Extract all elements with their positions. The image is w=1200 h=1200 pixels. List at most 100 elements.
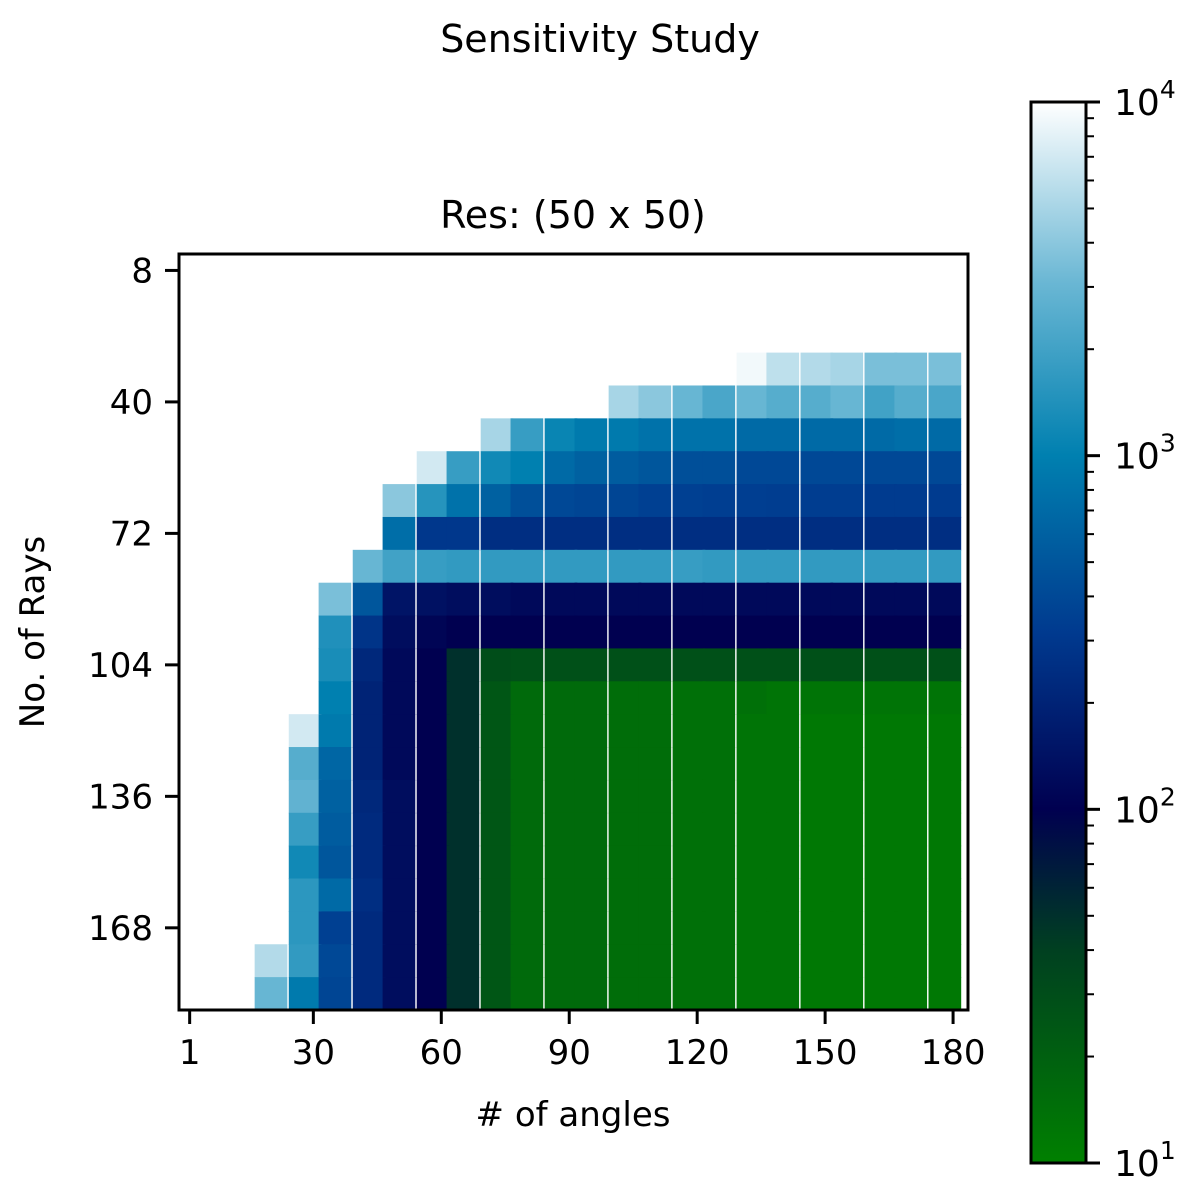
heatmap-cell <box>736 418 770 452</box>
y-tick-label: 104 <box>88 646 153 686</box>
heatmap-cell <box>672 418 706 452</box>
heatmap-cell <box>894 549 928 584</box>
heatmap-cell <box>446 845 480 880</box>
heatmap-cell <box>864 549 898 584</box>
heatmap-cell <box>830 516 864 551</box>
colorbar-axis: 101 102 103 104 <box>1086 75 1176 1185</box>
heatmap-cell <box>510 845 544 880</box>
heatmap-cell <box>736 352 770 387</box>
heatmap-cell <box>928 747 962 781</box>
heatmap-cell <box>544 615 578 650</box>
x-tick-label: 120 <box>665 1033 730 1073</box>
heatmap-cell <box>638 582 672 617</box>
heatmap-cell <box>928 516 962 551</box>
heatmap-cell <box>928 418 962 452</box>
heatmap-cell <box>638 615 672 650</box>
heatmap-cell <box>736 747 770 781</box>
heatmap-cell <box>736 582 770 617</box>
heatmap-cell <box>382 648 416 682</box>
heatmap-cell <box>574 582 608 617</box>
heatmap-cell <box>544 681 578 715</box>
heatmap-cell <box>446 615 480 650</box>
heatmap-cell <box>574 648 608 682</box>
heatmap-cell <box>446 714 480 748</box>
heatmap-cell <box>510 582 544 617</box>
heatmap-cell <box>416 648 450 682</box>
heatmap-cell <box>800 484 834 518</box>
heatmap-cell <box>864 648 898 682</box>
heatmap-cell <box>318 779 352 814</box>
heatmap-cell <box>672 845 706 880</box>
heatmap-cell <box>672 451 706 485</box>
heatmap-cell <box>382 516 416 551</box>
heatmap-cell <box>574 911 608 945</box>
heatmap-cell <box>894 845 928 880</box>
heatmap-cell <box>766 352 800 387</box>
heatmap-cell <box>672 516 706 551</box>
heatmap-cell <box>864 878 898 912</box>
heatmap-cell <box>318 681 352 715</box>
heatmap-cell <box>608 385 642 419</box>
heatmap-cell <box>416 779 450 814</box>
heatmap-cell <box>928 385 962 419</box>
heatmap-cell <box>446 549 480 584</box>
heatmap-cell <box>544 911 578 945</box>
heatmap-cell <box>318 648 352 682</box>
heatmap-cell <box>672 779 706 814</box>
heatmap-cell <box>702 484 736 518</box>
heatmap-cell <box>638 516 672 551</box>
heatmap-cell <box>318 714 352 748</box>
heatmap-cell <box>638 385 672 419</box>
heatmap-cell <box>608 878 642 912</box>
heatmap-cell <box>544 714 578 748</box>
heatmap-cell <box>766 878 800 912</box>
heatmap-cell <box>702 681 736 715</box>
heatmap-cell <box>864 385 898 419</box>
heatmap-cell <box>830 681 864 715</box>
heatmap-cell <box>766 648 800 682</box>
heatmap-cell <box>766 582 800 617</box>
heatmap-cell <box>446 747 480 781</box>
heatmap-cell <box>544 549 578 584</box>
heatmap-cell <box>318 812 352 847</box>
heatmap-cell <box>894 615 928 650</box>
heatmap-cell <box>800 944 834 978</box>
heatmap-cell <box>736 944 770 978</box>
heatmap-cell <box>446 911 480 945</box>
heatmap-cell <box>480 911 514 945</box>
heatmap-cell <box>608 484 642 518</box>
heatmap-cell <box>416 977 450 1011</box>
heatmap-cell <box>702 648 736 682</box>
heatmap-cell <box>928 352 962 387</box>
heatmap-cell <box>638 845 672 880</box>
heatmap-cell <box>800 582 834 617</box>
x-axis: 1 30 60 90 120 150 180 <box>179 1010 986 1073</box>
heatmap-cell <box>864 681 898 715</box>
heatmap-cell <box>638 418 672 452</box>
heatmap-cell <box>928 648 962 682</box>
heatmap-cell <box>736 977 770 1011</box>
heatmap-cell <box>702 418 736 452</box>
heatmap-cell <box>672 911 706 945</box>
heatmap-cell <box>544 418 578 452</box>
heatmap-cell <box>830 352 864 387</box>
heatmap-cell <box>702 516 736 551</box>
heatmap-cell <box>446 648 480 682</box>
heatmap-cell <box>480 484 514 518</box>
heatmap-cell <box>574 878 608 912</box>
heatmap-cell <box>544 484 578 518</box>
heatmap-cell <box>800 516 834 551</box>
heatmap-cell <box>510 418 544 452</box>
heatmap-cell <box>702 451 736 485</box>
heatmap-cell <box>702 747 736 781</box>
heatmap-cell <box>510 451 544 485</box>
heatmap-cell <box>830 648 864 682</box>
heatmap-cell <box>288 845 322 880</box>
heatmap-cell <box>382 681 416 715</box>
x-tick-label: 90 <box>548 1033 591 1073</box>
y-tick-label: 136 <box>88 777 153 817</box>
heatmap-cell <box>352 549 386 584</box>
heatmap-cell <box>800 845 834 880</box>
colorbar-tick-label: 102 <box>1114 782 1176 831</box>
